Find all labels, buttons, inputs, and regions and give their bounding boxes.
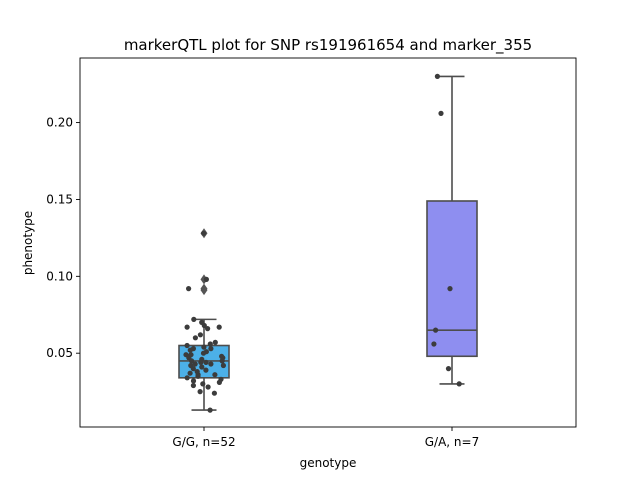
data-point	[208, 346, 214, 352]
data-point	[192, 335, 198, 341]
data-point	[203, 359, 209, 365]
data-point	[445, 366, 452, 372]
data-point	[216, 379, 222, 385]
box-iqr	[426, 200, 478, 358]
data-point	[191, 316, 197, 322]
y-tick-label: 0.15	[46, 192, 73, 206]
data-point	[187, 347, 193, 353]
x-tick-label: G/A, n=7	[425, 435, 479, 449]
y-axis-label: phenotype	[21, 211, 35, 275]
data-point	[200, 381, 206, 387]
y-tick-label: 0.10	[46, 269, 73, 283]
data-point	[433, 327, 439, 333]
data-point	[184, 375, 190, 381]
x-tick-label: G/G, n=52	[172, 435, 235, 449]
plot-area: 0.05 0.10 0.15 0.20 G/G, n=52 G/A, n=7	[46, 57, 577, 449]
outlier-marker	[200, 283, 208, 294]
data-point	[201, 344, 207, 350]
data-point	[186, 286, 192, 292]
data-point	[207, 341, 213, 347]
plot-frame	[79, 57, 577, 428]
data-point	[434, 73, 440, 79]
data-point	[197, 389, 203, 395]
data-point	[212, 372, 218, 378]
data-point	[184, 342, 190, 349]
data-point	[216, 324, 222, 330]
data-point	[220, 362, 226, 369]
data-point	[203, 276, 209, 282]
data-point	[197, 332, 203, 338]
data-point	[205, 326, 211, 332]
data-point	[447, 286, 453, 292]
data-point	[190, 378, 197, 384]
x-axis-label: genotype	[300, 456, 357, 470]
data-point	[211, 390, 217, 396]
data-point	[207, 407, 213, 413]
data-point	[205, 384, 211, 390]
data-point	[200, 350, 207, 356]
data-point	[208, 361, 214, 367]
data-point	[192, 361, 198, 367]
data-point	[195, 373, 201, 379]
data-point	[190, 382, 196, 389]
data-point	[189, 358, 195, 364]
chart-title: markerQTL plot for SNP rs191961654 and m…	[124, 36, 532, 55]
data-point	[190, 366, 196, 372]
data-point	[456, 381, 462, 387]
y-tick-label: 0.05	[46, 346, 73, 360]
y-tick-label: 0.20	[46, 116, 73, 130]
data-point	[201, 230, 207, 236]
data-point	[431, 341, 437, 347]
data-point	[198, 359, 204, 365]
data-point	[184, 324, 190, 330]
data-point	[219, 358, 225, 364]
data-point	[199, 364, 205, 370]
data-point	[201, 322, 207, 329]
data-point	[203, 367, 209, 373]
data-point	[212, 339, 218, 345]
data-point	[187, 370, 193, 376]
data-point	[438, 110, 444, 116]
